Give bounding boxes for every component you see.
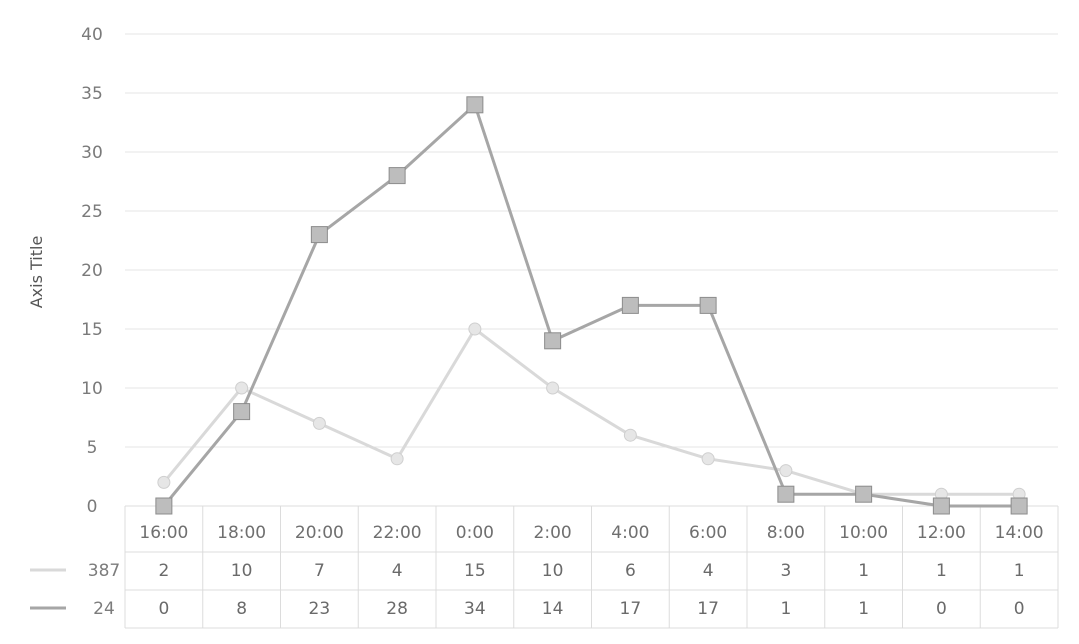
data-point — [932, 497, 950, 515]
data-point — [233, 403, 251, 421]
table-cell-value: 1 — [936, 561, 947, 581]
table-cell-value: 23 — [309, 599, 331, 619]
table-cell-value: 14 — [542, 599, 564, 619]
table-cell-value: 10 — [231, 561, 253, 581]
table-cell-value: 1 — [858, 561, 869, 581]
series-name-label: 24 — [93, 599, 115, 619]
data-point — [468, 322, 482, 336]
data-point — [390, 452, 404, 466]
data-point — [777, 485, 795, 503]
table-cell-value: 0 — [936, 599, 947, 619]
y-tick-label: 5 — [87, 438, 98, 458]
table-cell-value: 8 — [236, 599, 247, 619]
table-cell-value: 7 — [314, 561, 325, 581]
table-cell-value: 17 — [620, 599, 642, 619]
data-point — [157, 475, 171, 489]
table-cell-value: 4 — [392, 561, 403, 581]
table-cell-value: 34 — [464, 599, 486, 619]
x-tick-label: 12:00 — [917, 523, 966, 543]
data-point — [312, 416, 326, 430]
series-group — [157, 322, 1026, 501]
data-point — [623, 428, 637, 442]
data-point — [310, 226, 328, 244]
y-tick-label: 30 — [81, 143, 103, 163]
series-group — [155, 96, 1028, 515]
y-axis-ticks: 0 5 10 15 20 25 30 35 40 — [81, 25, 103, 517]
x-tick-label: 4:00 — [611, 523, 649, 543]
x-tick-label: 16:00 — [139, 523, 188, 543]
table-cell-value: 1 — [858, 599, 869, 619]
y-axis-title: Axis Title — [27, 236, 46, 309]
x-tick-label: 0:00 — [456, 523, 494, 543]
data-point — [701, 452, 715, 466]
x-tick-label: 10:00 — [839, 523, 888, 543]
x-tick-label: 22:00 — [373, 523, 422, 543]
data-point — [699, 296, 717, 314]
y-tick-label: 40 — [81, 25, 103, 45]
table-cell-value: 6 — [625, 561, 636, 581]
x-tick-label: 14:00 — [995, 523, 1044, 543]
series-line — [162, 103, 1020, 508]
table-cell-value: 0 — [1014, 599, 1025, 619]
y-tick-label: 15 — [81, 320, 103, 340]
data-point — [544, 332, 562, 350]
y-tick-label: 35 — [81, 84, 103, 104]
data-point — [621, 296, 639, 314]
y-tick-label: 10 — [81, 379, 103, 399]
data-table: 16:00 18:00 20:00 22:00 0:00 2:00 4:00 6:00 8:00… — [30, 505, 1059, 629]
series-lines — [155, 96, 1028, 515]
series-line — [162, 327, 1020, 496]
table-cell-value: 0 — [158, 599, 169, 619]
table-cell-value: 4 — [703, 561, 714, 581]
x-tick-label: 2:00 — [534, 523, 572, 543]
data-point — [466, 96, 484, 114]
data-point — [235, 381, 249, 395]
series-name-label: 387 — [88, 561, 120, 581]
y-tick-label: 20 — [81, 261, 103, 281]
data-point — [155, 497, 173, 515]
data-point — [855, 485, 873, 503]
data-point — [1010, 497, 1028, 515]
table-cell-value: 15 — [464, 561, 486, 581]
table-cell-value: 2 — [158, 561, 169, 581]
table-cell-value: 3 — [780, 561, 791, 581]
data-point — [546, 381, 560, 395]
y-tick-label: 0 — [87, 497, 98, 517]
table-cell-value: 1 — [780, 599, 791, 619]
gridlines — [125, 33, 1058, 507]
y-tick-label: 25 — [81, 202, 103, 222]
x-tick-label: 20:00 — [295, 523, 344, 543]
table-cell-value: 17 — [697, 599, 719, 619]
x-tick-label: 8:00 — [767, 523, 805, 543]
table-cell-value: 10 — [542, 561, 564, 581]
table-cell-value: 1 — [1014, 561, 1025, 581]
table-cell-value: 28 — [386, 599, 408, 619]
data-point — [388, 167, 406, 185]
x-tick-label: 6:00 — [689, 523, 727, 543]
x-tick-label: 18:00 — [217, 523, 266, 543]
data-point — [779, 464, 793, 478]
